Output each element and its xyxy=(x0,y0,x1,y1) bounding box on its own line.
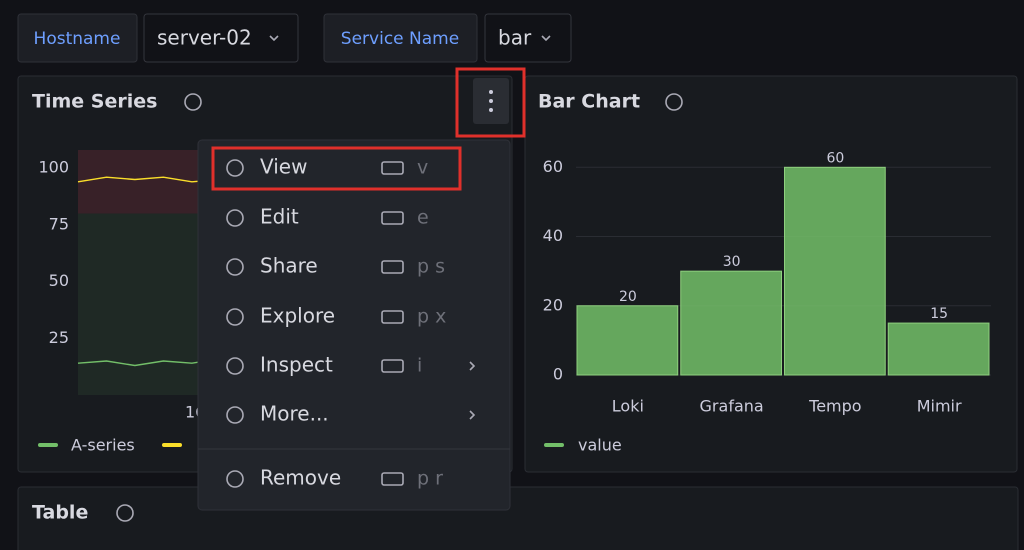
dot xyxy=(489,90,493,94)
menu-icon xyxy=(226,470,244,488)
y-tick-label: 20 xyxy=(543,295,563,314)
var-select[interactable] xyxy=(484,13,572,63)
var-label: Service Name xyxy=(341,29,459,49)
bar xyxy=(576,305,679,376)
y-tick-label: 25 xyxy=(49,328,69,347)
bar xyxy=(887,322,990,376)
menu-icon xyxy=(226,159,244,177)
menu-icon xyxy=(226,406,244,424)
var-label: Hostname xyxy=(34,29,121,49)
menu-item[interactable] xyxy=(200,295,508,339)
menu-item[interactable] xyxy=(200,457,508,501)
shortcut: i xyxy=(417,355,422,377)
key-icon xyxy=(381,211,404,225)
menu-icon xyxy=(226,308,244,326)
menu-item[interactable] xyxy=(200,393,508,437)
highlight xyxy=(211,146,462,191)
shortcut: p s xyxy=(417,256,445,278)
info-icon[interactable] xyxy=(116,504,134,522)
shortcut: v xyxy=(417,157,428,179)
chevron xyxy=(469,410,476,420)
chevron xyxy=(541,35,551,42)
panel-title: Bar Chart xyxy=(538,91,640,113)
legend-swatch xyxy=(544,443,564,447)
data-label: 30 xyxy=(723,254,741,270)
menu-label[interactable]: View xyxy=(260,155,307,179)
menu-item[interactable] xyxy=(200,196,508,240)
key-icon xyxy=(381,359,404,373)
var-label-box xyxy=(17,13,138,63)
panel xyxy=(17,486,1019,550)
menu-label[interactable]: Edit xyxy=(260,205,299,229)
y-tick-label: 40 xyxy=(543,226,563,245)
menu-label[interactable]: Explore xyxy=(260,304,335,328)
data-label: 20 xyxy=(619,289,637,305)
menu-item[interactable] xyxy=(200,146,508,190)
y-tick-label: 60 xyxy=(543,157,563,176)
info-icon[interactable] xyxy=(184,93,202,111)
y-tick-label: 100 xyxy=(38,158,69,177)
chevron xyxy=(269,35,279,42)
shortcut: p x xyxy=(417,306,446,328)
y-tick-label: 75 xyxy=(49,214,69,233)
bar xyxy=(680,270,782,376)
key-icon xyxy=(381,472,404,486)
key-icon xyxy=(381,161,404,175)
bar xyxy=(784,166,886,376)
panel-title: Time Series xyxy=(32,91,157,113)
menu-label[interactable]: Share xyxy=(260,254,318,278)
var-value[interactable]: bar xyxy=(498,26,532,50)
y-tick-label: 50 xyxy=(49,271,69,290)
dot xyxy=(489,108,493,112)
x-tick-label: Grafana xyxy=(700,397,764,416)
shortcut: p r xyxy=(417,468,443,490)
chevron xyxy=(469,361,476,371)
menu-label[interactable]: Remove xyxy=(260,466,341,490)
menu-label[interactable]: More... xyxy=(260,402,329,426)
menu-item[interactable] xyxy=(200,344,508,388)
var-label-box xyxy=(323,13,478,63)
menu-icon xyxy=(226,209,244,227)
menu-label[interactable]: Inspect xyxy=(260,353,333,377)
key-icon xyxy=(381,310,404,324)
data-label: 60 xyxy=(826,150,844,166)
panel-title: Table xyxy=(32,502,88,524)
legend-label: value xyxy=(578,436,622,455)
x-tick-label: Mimir xyxy=(917,397,962,416)
data-label: 15 xyxy=(930,306,948,322)
x-tick-label: Loki xyxy=(612,397,644,416)
key-icon xyxy=(381,260,404,274)
x-tick-label: Tempo xyxy=(808,397,861,416)
legend-label: A-series xyxy=(71,436,135,455)
menu-icon xyxy=(226,357,244,375)
y-tick-label: 0 xyxy=(553,365,563,384)
highlight xyxy=(455,67,526,138)
dot xyxy=(489,99,493,103)
menu-icon xyxy=(226,258,244,276)
info-icon[interactable] xyxy=(665,93,683,111)
context-menu xyxy=(197,139,511,511)
shortcut: e xyxy=(417,207,429,229)
legend-swatch xyxy=(38,443,58,447)
var-select[interactable] xyxy=(143,13,299,63)
legend-swatch xyxy=(162,443,182,447)
var-value[interactable]: server-02 xyxy=(157,26,252,50)
menu-item[interactable] xyxy=(200,245,508,289)
